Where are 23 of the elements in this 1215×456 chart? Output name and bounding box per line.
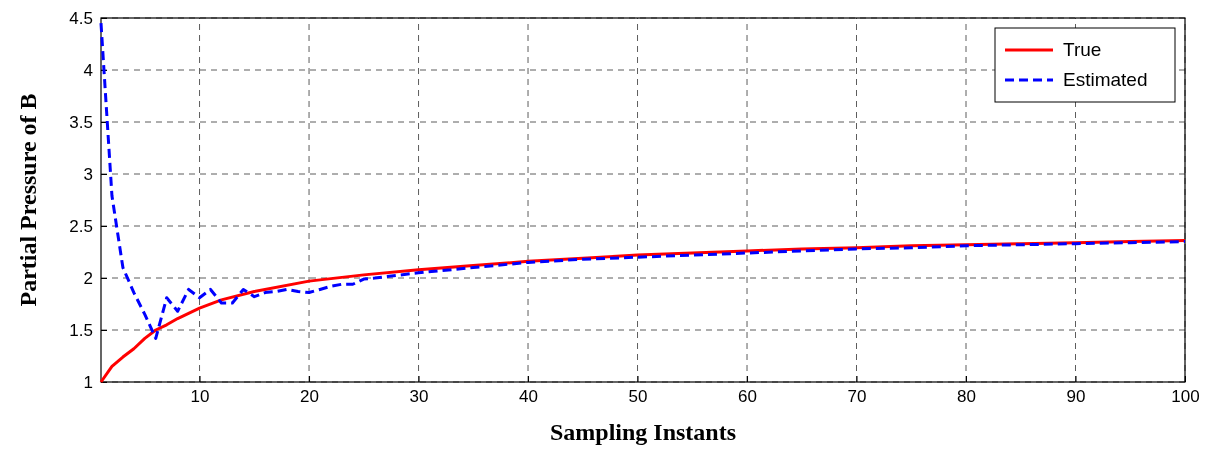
x-tick-label: 30	[409, 387, 429, 407]
y-tick-label: 1	[83, 372, 93, 392]
legend-label: True	[1063, 39, 1102, 60]
legend-label: Estimated	[1063, 69, 1148, 90]
x-tick-label: 10	[190, 387, 210, 407]
y-tick-label: 2	[83, 268, 93, 288]
x-tick-label: 100	[1171, 387, 1200, 407]
y-tick-label: 4.5	[69, 8, 93, 28]
y-tick-label: 2.5	[69, 216, 93, 236]
x-axis-title: Sampling Instants	[549, 419, 737, 445]
x-tick-label: 40	[519, 387, 538, 407]
x-tick-label: 70	[847, 387, 867, 407]
x-tick-label: 90	[1066, 387, 1086, 407]
y-tick-label: 3	[83, 164, 93, 184]
line-series	[99, 21, 1187, 340]
x-tick-label: 20	[300, 387, 319, 407]
y-tick-label: 1.5	[69, 320, 93, 340]
x-tick-label: 50	[628, 387, 648, 407]
y-tick-label: 3.5	[69, 112, 93, 132]
y-tick-label: 4	[83, 60, 93, 80]
y-axis-title: Partial Pressure of B	[15, 93, 41, 307]
x-tick-label: 80	[957, 387, 976, 407]
x-tick-label: 60	[738, 387, 757, 407]
